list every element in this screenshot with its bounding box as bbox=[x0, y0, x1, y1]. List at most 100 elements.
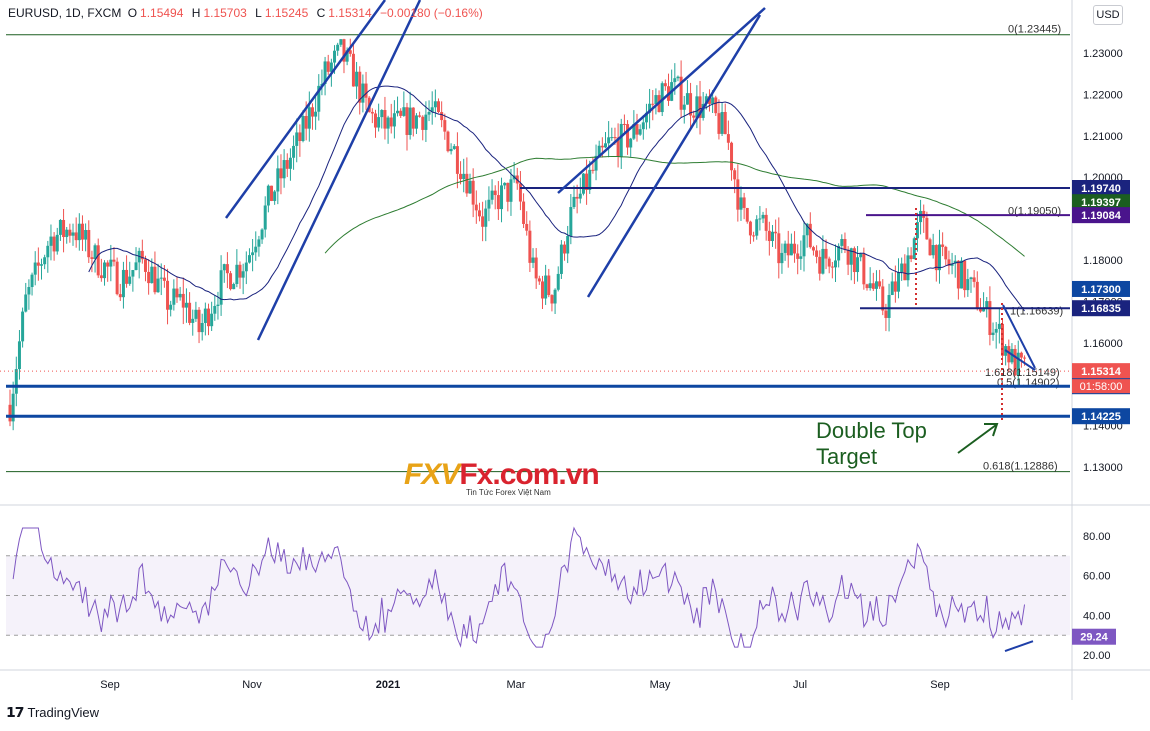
candle-body bbox=[622, 123, 626, 125]
candle-body bbox=[266, 185, 270, 206]
candle-body bbox=[972, 277, 976, 282]
price-level-tag bbox=[1072, 408, 1130, 425]
candle-body bbox=[856, 257, 860, 273]
candle-body bbox=[200, 323, 204, 333]
candle-body bbox=[427, 111, 431, 115]
currency-button[interactable]: USD bbox=[1093, 5, 1123, 25]
trend-channel-line bbox=[224, 0, 387, 219]
candle-body bbox=[377, 117, 381, 128]
candle-body bbox=[878, 281, 882, 287]
tradingview-logo[interactable]: 𝟭𝟳 TradingView bbox=[6, 704, 100, 720]
price-level-label: 1.15314 bbox=[1081, 366, 1122, 378]
candle-body bbox=[143, 259, 147, 272]
candle-body bbox=[695, 96, 699, 118]
candle-body bbox=[386, 117, 390, 129]
candle-body bbox=[525, 223, 529, 231]
candle-body bbox=[30, 274, 34, 288]
candle-body bbox=[414, 115, 418, 129]
candle-body bbox=[865, 284, 869, 289]
price-level-label: 1.19084 bbox=[1081, 210, 1122, 222]
candle-body bbox=[805, 223, 809, 236]
candle-body bbox=[213, 305, 217, 314]
candle-body bbox=[402, 107, 406, 116]
candle-body bbox=[919, 210, 923, 223]
candle-body bbox=[868, 283, 872, 289]
candle-body bbox=[733, 170, 737, 180]
price-level-label: 1.19740 bbox=[1081, 183, 1121, 195]
candle-body bbox=[928, 239, 932, 256]
price-level-label: 1.14225 bbox=[1081, 411, 1121, 423]
candle-body bbox=[739, 197, 743, 210]
candle-body bbox=[837, 245, 841, 261]
candle-body bbox=[811, 247, 815, 251]
candle-body bbox=[222, 264, 226, 271]
rsi-tick-label: 80.00 bbox=[1083, 531, 1111, 543]
candle-body bbox=[235, 264, 239, 285]
candle-body bbox=[443, 120, 447, 132]
candle-body bbox=[115, 261, 119, 295]
candle-body bbox=[134, 262, 138, 271]
candle-body bbox=[329, 62, 333, 72]
candle-body bbox=[27, 287, 31, 295]
candle-body bbox=[815, 250, 819, 257]
candle-body bbox=[745, 207, 749, 222]
candle-body bbox=[288, 157, 292, 169]
candle-body bbox=[446, 131, 450, 152]
candle-body bbox=[80, 223, 84, 240]
candle-body bbox=[449, 148, 453, 152]
annotation-arrowhead bbox=[984, 423, 999, 437]
candle-body bbox=[232, 284, 236, 290]
candle-body bbox=[452, 146, 456, 149]
candle-body bbox=[947, 259, 951, 266]
candle-body bbox=[364, 83, 368, 98]
candle-body bbox=[915, 222, 919, 239]
annotation-arrow bbox=[957, 424, 997, 454]
candle-body bbox=[619, 123, 623, 157]
candle-body bbox=[358, 71, 362, 103]
countdown-label: 01:58:00 bbox=[1080, 381, 1123, 393]
candle-body bbox=[1007, 346, 1011, 363]
candle-body bbox=[711, 97, 715, 104]
candle-body bbox=[345, 50, 349, 62]
candle-body bbox=[389, 117, 393, 127]
price-level-label: 1.19397 bbox=[1081, 197, 1121, 209]
candle-body bbox=[418, 115, 422, 117]
candle-body bbox=[988, 301, 992, 336]
candle-body bbox=[742, 197, 746, 208]
candle-body bbox=[8, 404, 12, 422]
candle-body bbox=[950, 263, 954, 266]
candle-body bbox=[459, 173, 463, 180]
candle-body bbox=[178, 293, 182, 298]
candle-body bbox=[156, 278, 160, 293]
candle-body bbox=[487, 199, 491, 209]
candle-body bbox=[632, 124, 636, 139]
candle-body bbox=[169, 304, 173, 310]
candle-body bbox=[588, 169, 592, 190]
candle-body bbox=[351, 53, 355, 87]
candle-body bbox=[52, 236, 56, 252]
candle-body bbox=[455, 146, 459, 174]
countdown-tag bbox=[1072, 379, 1130, 394]
candle-body bbox=[692, 115, 696, 118]
candle-body bbox=[40, 264, 44, 266]
candle-body bbox=[493, 190, 497, 196]
candle-body bbox=[90, 257, 94, 259]
candle-body bbox=[748, 221, 752, 236]
candle-body bbox=[654, 95, 658, 105]
candle-body bbox=[834, 260, 838, 268]
candle-body bbox=[1016, 352, 1020, 376]
candle-body bbox=[720, 111, 724, 134]
candle-body bbox=[216, 304, 220, 306]
wedge-line bbox=[1002, 304, 1036, 369]
ma50-line bbox=[88, 85, 1025, 312]
candle-body bbox=[531, 257, 535, 263]
candle-body bbox=[559, 244, 563, 274]
candle-body bbox=[225, 264, 229, 274]
candle-body bbox=[591, 169, 595, 171]
candle-body bbox=[49, 236, 53, 246]
candle-body bbox=[465, 173, 469, 194]
fib-label: 0(1.23445) bbox=[1008, 24, 1061, 36]
candle-body bbox=[982, 307, 986, 312]
candle-body bbox=[74, 232, 78, 241]
